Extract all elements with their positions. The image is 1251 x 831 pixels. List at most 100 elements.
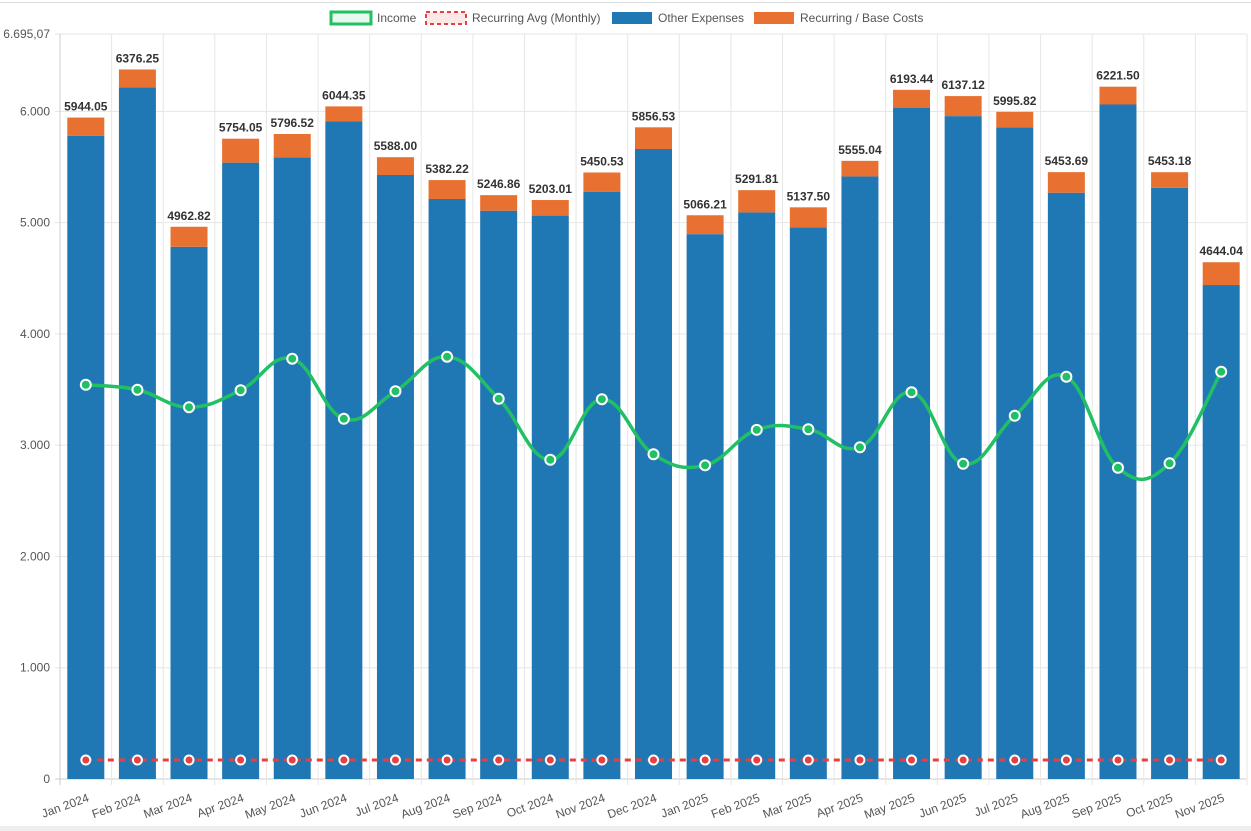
recurring-avg-point [596,754,608,766]
recurring-avg-point [80,754,92,766]
x-tick-label: May 2024 [243,791,298,822]
bar-other-expenses [996,127,1034,779]
income-point [183,401,196,414]
total-data-label: 5995.82 [993,94,1037,108]
recurring-avg-point [1215,754,1227,766]
x-tick-label: Nov 2024 [554,791,607,822]
income-point [544,453,557,466]
bar-other-expenses [893,107,931,780]
total-data-label: 5754.05 [219,121,263,135]
y-tick-label: 2.000 [20,549,50,563]
lines [79,350,1228,766]
recurring-avg-point [957,754,969,766]
income-point [441,350,454,363]
bar-recurring-costs [1202,262,1240,286]
bar-recurring-costs [686,215,724,235]
legend-swatch [425,11,467,25]
bar-other-expenses [686,234,724,779]
total-data-label: 6193.44 [890,72,934,86]
bar-other-expenses [1099,104,1137,779]
total-data-label: 5588.00 [374,139,418,153]
total-data-label: 6044.35 [322,88,366,102]
income-point [1163,457,1176,470]
income-point [750,423,763,436]
bar-recurring-costs [1099,86,1137,105]
recurring-avg-point [441,754,453,766]
x-tick-label: Jul 2024 [353,791,401,820]
income-point [131,383,144,396]
bars [67,69,1240,780]
bar-recurring-costs [1047,172,1085,193]
recurring-avg-point [699,754,711,766]
x-tick-label: Mar 2024 [142,791,195,822]
income-point [234,384,247,397]
bar-other-expenses [944,116,982,779]
x-tick-label: Mar 2025 [761,791,814,822]
bar-recurring-costs [841,160,879,177]
y-tick-label: 4.000 [20,327,50,341]
x-tick-label: Jun 2024 [298,791,349,821]
total-data-label: 5453.69 [1045,154,1089,168]
income-point [957,457,970,470]
legend-swatch [329,10,373,26]
bar-recurring-costs [428,180,466,200]
bottom-strip [0,826,1251,831]
recurring-avg-point [751,754,763,766]
bar-recurring-costs [893,89,931,108]
bar-recurring-costs [118,69,156,88]
total-data-label: 5450.53 [580,154,624,168]
total-data-label: 5203.01 [529,182,573,196]
legend-label: Recurring / Base Costs [800,11,923,25]
x-tick-label: Jul 2025 [972,791,1020,820]
income-point [389,385,402,398]
total-data-label: 5137.50 [787,189,831,203]
x-tick-label: Dec 2024 [605,791,658,822]
x-tick-label: Jan 2024 [40,791,91,821]
income-point [1060,370,1073,383]
legend-label: Income [377,11,417,25]
x-tick-label: Apr 2024 [195,791,246,821]
y-tick-label: 1.000 [20,661,50,675]
income-point [905,386,918,399]
recurring-avg-point [802,754,814,766]
data-labels: 5944.05 6376.25 4962.82 5754.05 5796.52 6044.… [64,51,1243,258]
bar-recurring-costs [583,172,621,192]
recurring-avg-point [131,754,143,766]
x-tick-label: Sep 2024 [451,791,504,822]
y-axis: 0 1.000 2.000 3.000 4.000 5.000 6.000 6.695,07 [3,27,50,786]
recurring-avg-point [286,754,298,766]
x-tick-label: Sep 2025 [1070,791,1123,822]
bar-recurring-costs [222,138,260,163]
legend-other-expenses: Other Expenses [612,11,744,25]
x-tick-label: Aug 2024 [399,791,452,822]
recurring-avg-point [235,754,247,766]
bar-recurring-costs [376,157,414,175]
recurring-avg-point [183,754,195,766]
bar-other-expenses [583,191,621,780]
bar-other-expenses [738,212,776,779]
bar-other-expenses [1047,192,1085,779]
legend: Income Recurring Avg (Monthly) Other Expen… [329,10,923,26]
legend-recurring-avg: Recurring Avg (Monthly) [425,11,601,25]
x-tick-label: Aug 2025 [1018,791,1071,822]
income-point [492,392,505,405]
bar-recurring-costs [480,195,518,211]
x-tick-label: Feb 2024 [90,791,143,822]
bar-other-expenses [841,176,879,779]
bar-other-expenses [67,135,105,779]
bar-other-expenses [1202,285,1240,779]
recurring-avg-point [648,754,659,766]
y-tick-label: 5.000 [20,216,50,230]
income-point [286,352,299,365]
income-point [1008,409,1021,422]
bar-other-expenses [1151,187,1189,780]
recurring-avg-point [854,754,866,766]
recurring-avg-point [1009,754,1021,766]
x-tick-label: Apr 2025 [814,791,865,821]
legend-swatch [612,12,652,24]
y-tick-label: 0 [43,772,50,786]
bar-recurring-costs [273,133,311,158]
total-data-label: 5555.04 [838,143,882,157]
